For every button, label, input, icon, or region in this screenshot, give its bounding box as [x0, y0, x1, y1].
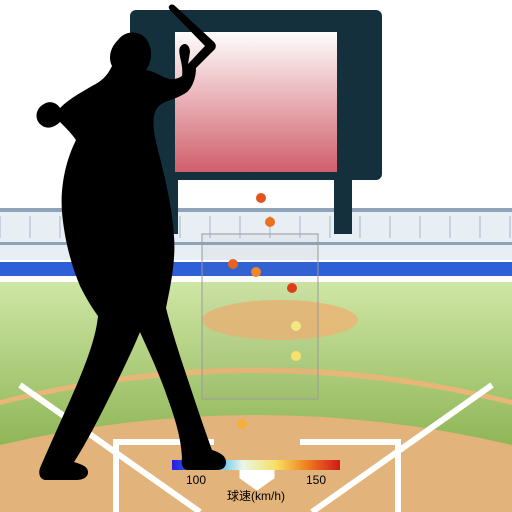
strike-zone [202, 234, 318, 399]
pitch-marker [291, 321, 301, 331]
scoreboard-post [334, 180, 352, 234]
colorbar-tick: 100 [186, 473, 206, 487]
pitch-marker [265, 217, 275, 227]
pitch-marker [237, 419, 247, 429]
colorbar-tick: 150 [306, 473, 326, 487]
pitch-marker [228, 259, 238, 269]
pitch-marker [291, 351, 301, 361]
colorbar-label: 球速(km/h) [227, 489, 285, 503]
pitch-marker [287, 283, 297, 293]
pitch-marker [251, 267, 261, 277]
pitch-marker [256, 193, 266, 203]
